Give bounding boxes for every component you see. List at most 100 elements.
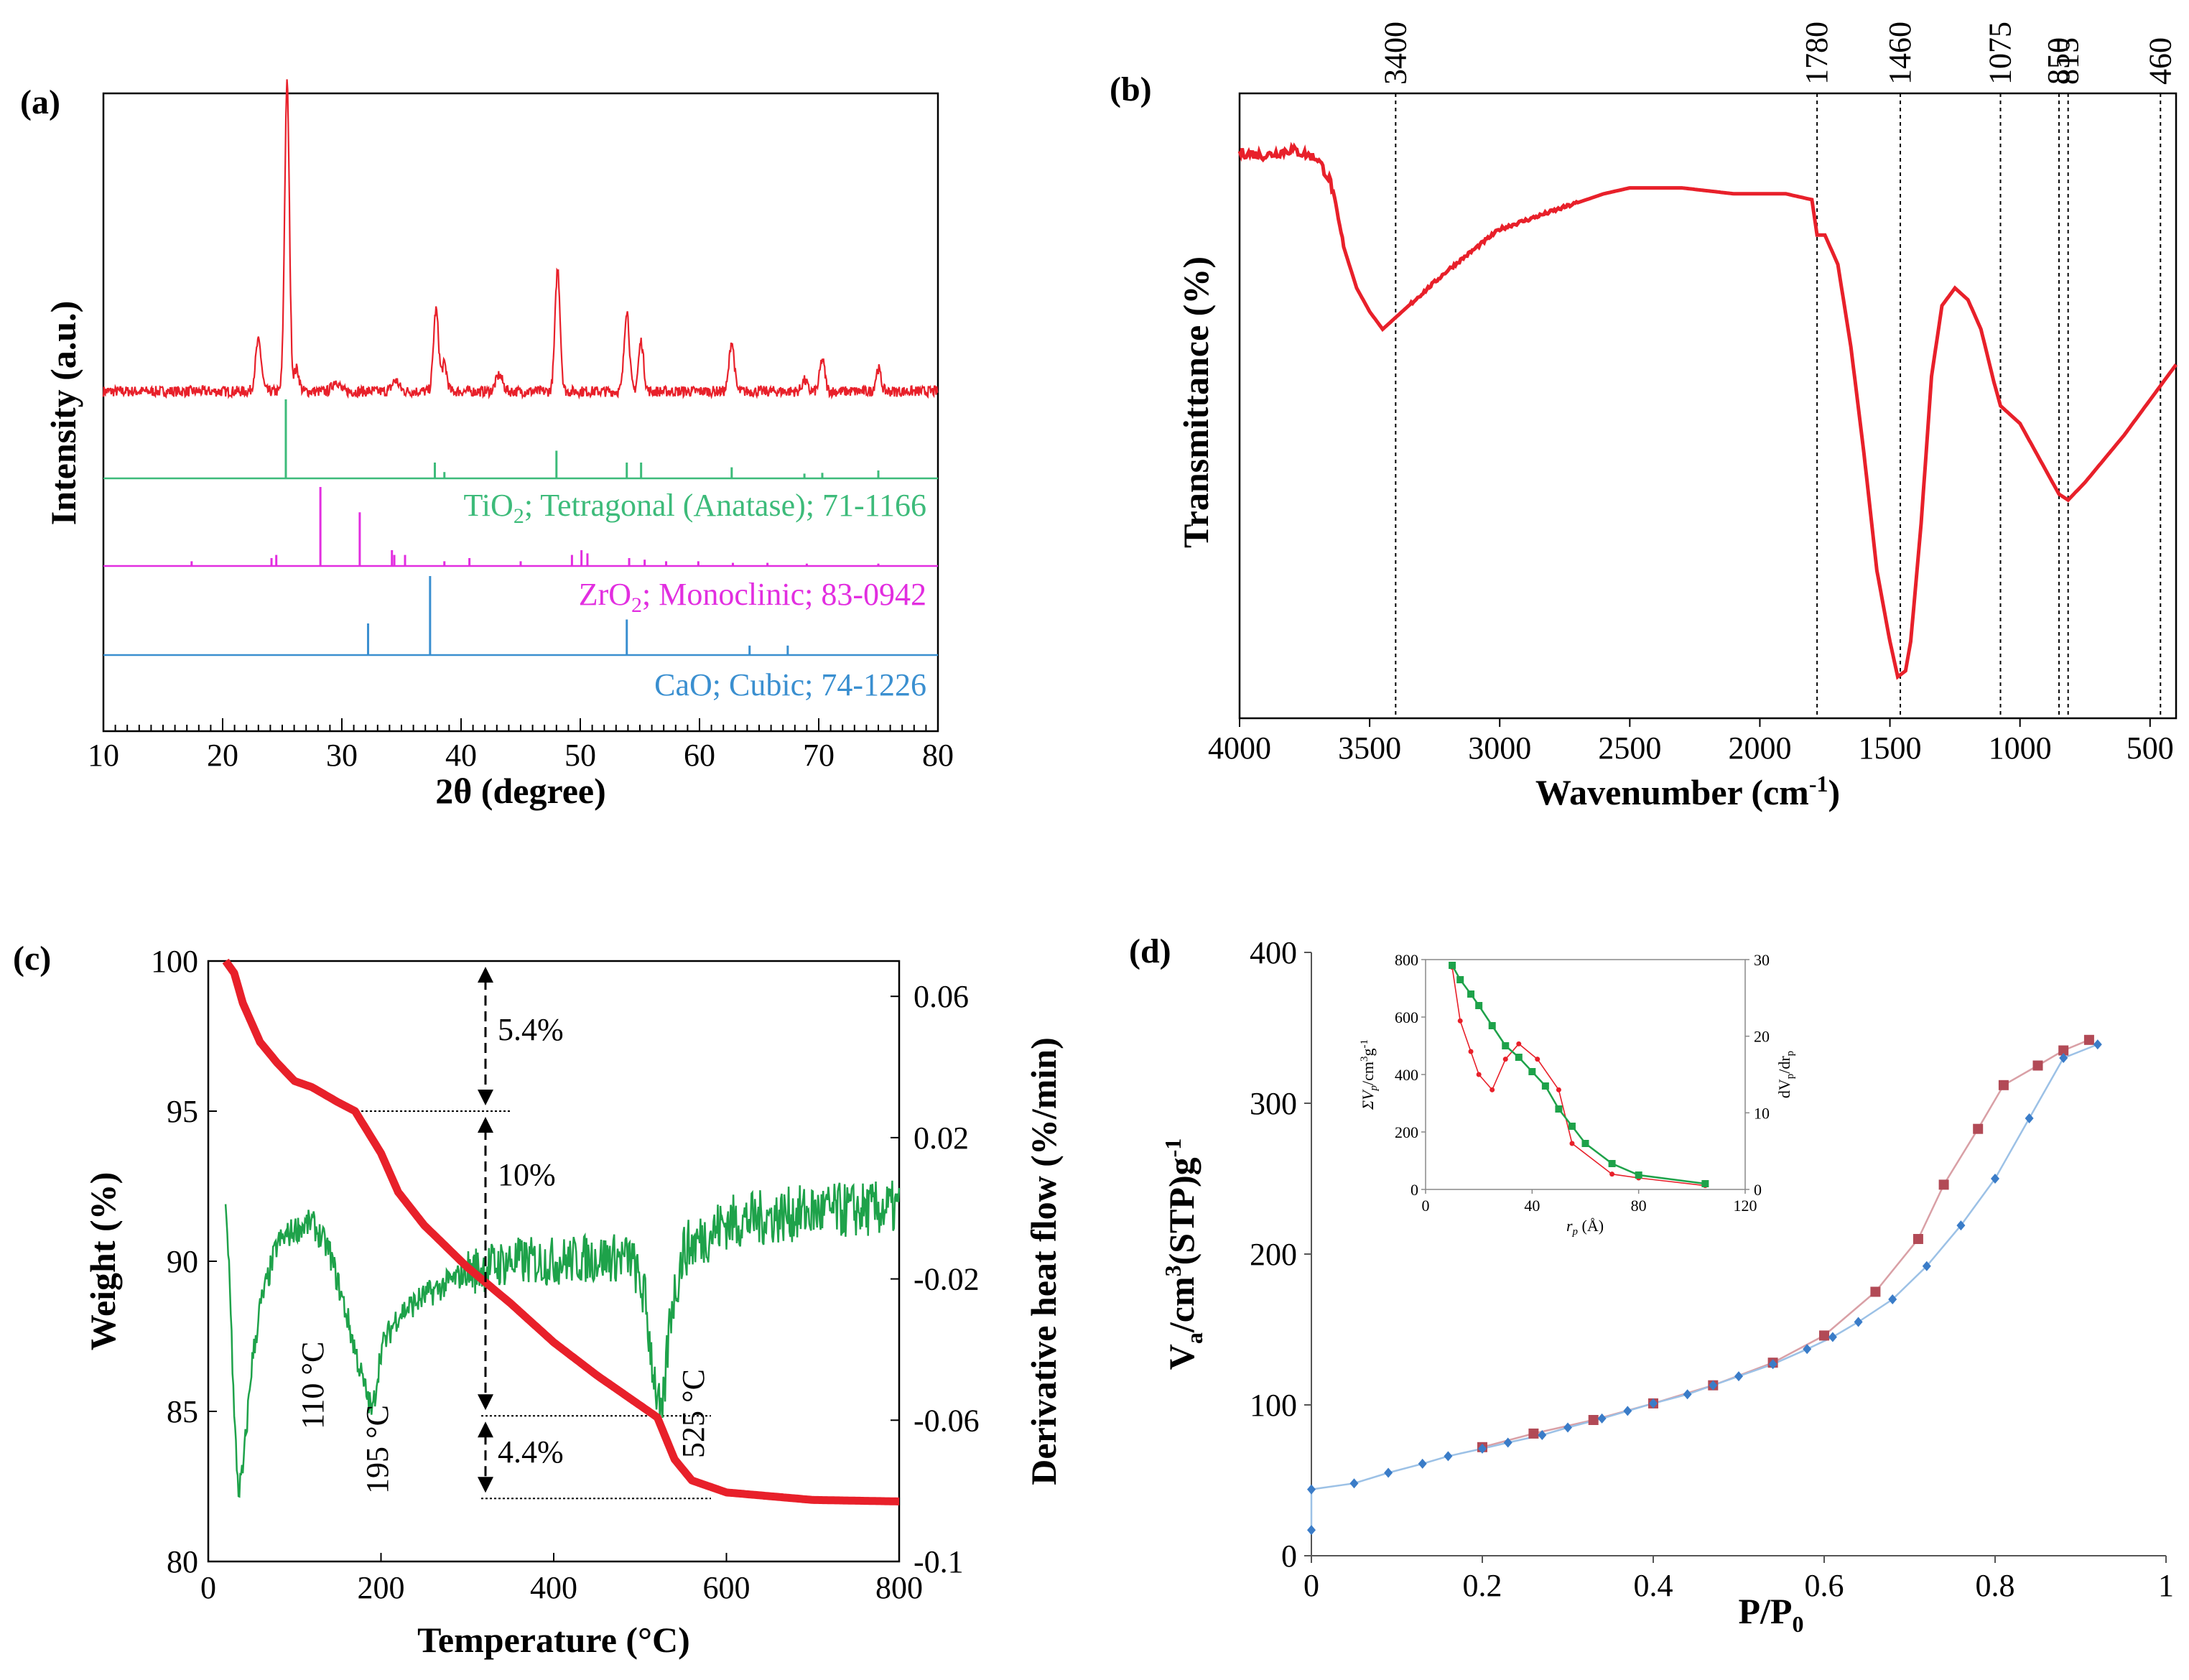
desorption-point xyxy=(1588,1415,1599,1425)
panel-b-label: (b) xyxy=(1110,70,1152,108)
inset-y-tick-label: 400 xyxy=(1395,1066,1418,1084)
xrd-pattern-line xyxy=(102,79,939,400)
x-tick-label: 3500 xyxy=(1338,730,1401,766)
pore-distribution-point xyxy=(1502,1057,1508,1062)
x-axis-title: 2θ (degree) xyxy=(435,771,606,811)
cumulative-volume-point xyxy=(1528,1068,1536,1075)
cumulative-volume-point xyxy=(1581,1140,1589,1147)
panel-d-label: (d) xyxy=(1129,932,1171,970)
axis-ticks: 0 200 400 600 800 80 85 90 95 100 -0.1 -0.06 -0.02 0.… xyxy=(151,944,980,1605)
pore-distribution-point xyxy=(1468,1049,1474,1054)
y-tick-label: 95 xyxy=(167,1094,198,1129)
x-axis-title: Temperature (°C) xyxy=(417,1620,690,1660)
inset-y-right-tick-label: 0 xyxy=(1754,1181,1762,1199)
panel-a-label: (a) xyxy=(20,83,60,121)
adsorption-point xyxy=(1683,1389,1692,1400)
y-axis-title: Va/cm3(STP)g-1 xyxy=(1160,1138,1207,1370)
cumulative-volume-point xyxy=(1475,1002,1483,1009)
desorption-point xyxy=(1913,1234,1923,1244)
band-label: 1075 xyxy=(1983,22,2018,85)
step-3-label: 4.4% xyxy=(498,1434,564,1470)
pore-distribution-point xyxy=(1457,1018,1463,1024)
step-arrow-head xyxy=(478,1421,493,1438)
adsorption-point xyxy=(2093,1039,2102,1050)
desorption-point xyxy=(1870,1286,1881,1297)
x-tick-label: 80 xyxy=(922,738,954,773)
adsorption-point xyxy=(1538,1430,1547,1440)
x-tick-label: 1500 xyxy=(1859,730,1922,766)
x-tick-label: 40 xyxy=(445,738,477,773)
adsorption-point xyxy=(1307,1484,1316,1495)
cumulative-volume-point xyxy=(1541,1082,1549,1090)
adsorption-point xyxy=(1828,1332,1837,1342)
y-axis-title: Transmittance (%) xyxy=(1176,256,1216,548)
y-tick-label: 100 xyxy=(1250,1388,1297,1423)
step-guides xyxy=(241,960,711,1500)
adsorption-point xyxy=(1888,1294,1897,1304)
x-tick-label: 200 xyxy=(358,1570,405,1605)
panel-b-frame xyxy=(1238,92,2178,720)
panel-a: (a) TiO2; Tetragonal (Anatase); 71-1166 … xyxy=(20,79,954,811)
pore-distribution-point xyxy=(1476,1072,1482,1077)
adsorption-point xyxy=(1384,1467,1393,1478)
step-arrow-head xyxy=(478,1090,493,1105)
x-tick-label: 1 xyxy=(2158,1568,2174,1603)
adsorption-point xyxy=(1734,1371,1743,1382)
cumulative-volume-point xyxy=(1608,1160,1616,1167)
x-tick-label: 400 xyxy=(530,1570,577,1605)
adsorption-point xyxy=(1444,1451,1453,1462)
x-tick-label: 0.4 xyxy=(1634,1568,1673,1603)
zro2-reference-label: ZrO2; Monoclinic; 83-0942 xyxy=(579,577,926,617)
cumulative-volume-point xyxy=(1568,1123,1576,1130)
pore-distribution-point xyxy=(1609,1171,1615,1177)
y-right-tick-label: -0.06 xyxy=(914,1403,980,1438)
inset-x-tick-label: 0 xyxy=(1422,1197,1430,1215)
band-label: 1460 xyxy=(1882,22,1918,85)
adsorption-point xyxy=(1768,1359,1777,1370)
x-tick-label: 0.2 xyxy=(1463,1568,1502,1603)
band-label: 850 xyxy=(2041,37,2076,85)
y-right-tick-label: -0.02 xyxy=(914,1262,980,1297)
y-tick-label: 200 xyxy=(1250,1237,1297,1272)
pore-distribution-point xyxy=(1535,1057,1540,1062)
x-tick-label: 70 xyxy=(803,738,835,773)
adsorption-point xyxy=(1307,1525,1316,1536)
x-tick-label: 30 xyxy=(326,738,358,773)
inset-y-tick-label: 0 xyxy=(1410,1181,1418,1199)
cumulative-volume-point xyxy=(1502,1042,1510,1049)
peak-525-label: 525 °C xyxy=(676,1369,711,1458)
desorption-point xyxy=(2032,1060,2043,1071)
desorption-point xyxy=(1938,1179,1949,1190)
peak-195-label: 195 °C xyxy=(360,1405,395,1494)
x-tick-label: 10 xyxy=(88,738,119,773)
x-tick-label: 1000 xyxy=(1989,730,2052,766)
y-right-tick-label: 0.06 xyxy=(914,979,969,1014)
inset-series xyxy=(1449,962,1709,1189)
inset-x-tick-label: 80 xyxy=(1631,1197,1647,1215)
adsorption-point xyxy=(1649,1398,1658,1408)
step-2-label: 10% xyxy=(498,1157,556,1192)
x-tick-label: 600 xyxy=(703,1570,750,1605)
x-tick-label: 0 xyxy=(1303,1568,1319,1603)
x-tick-label: 0 xyxy=(200,1570,216,1605)
x-tick-label: 0.6 xyxy=(1805,1568,1844,1603)
band-label: 1780 xyxy=(1799,22,1834,85)
cumulative-volume-point xyxy=(1456,976,1464,983)
adsorption-point xyxy=(1597,1413,1607,1424)
panel-c: (c) 5.4% 10% 4.4% 110 °C 195 °C 525 °C 0… xyxy=(13,939,1064,1660)
y-axis-title: Intensity (a.u.) xyxy=(43,301,83,526)
inset-y-tick-label: 200 xyxy=(1395,1123,1418,1141)
inset-y-left-title: ΣVp/cm3g-1 xyxy=(1359,1039,1380,1110)
x-axis-title: P/P0 xyxy=(1739,1591,1804,1637)
pore-distribution-point xyxy=(1516,1041,1522,1046)
x-tick-label: 800 xyxy=(875,1570,923,1605)
cumulative-volume-point xyxy=(1449,962,1456,969)
x-tick-label: 2500 xyxy=(1598,730,1661,766)
step-arrows xyxy=(478,967,493,1493)
peak-110-label: 110 °C xyxy=(295,1342,330,1429)
